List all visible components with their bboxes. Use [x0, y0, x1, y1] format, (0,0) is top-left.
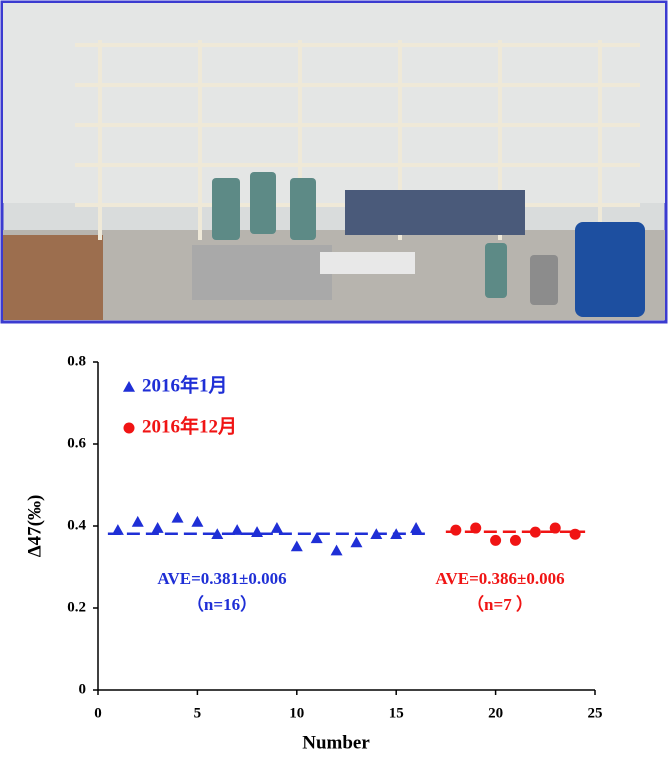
photo-cylinder — [250, 172, 276, 234]
y-tick-label: 0.2 — [67, 599, 86, 615]
legend-marker — [123, 422, 135, 434]
lab-photo — [0, 0, 668, 324]
data-point — [191, 515, 204, 527]
data-point — [310, 532, 323, 544]
legend-label: 2016年1月 — [142, 373, 228, 396]
y-axis-label: Δ47(‰) — [24, 495, 45, 558]
data-point — [211, 528, 224, 539]
x-tick-label: 0 — [94, 705, 102, 721]
data-point — [330, 544, 343, 556]
y-tick-label: 0.8 — [67, 353, 86, 369]
data-point — [549, 522, 561, 534]
photo-flask — [530, 255, 558, 305]
data-point — [171, 511, 184, 523]
data-point — [251, 526, 264, 537]
y-tick-label: 0.6 — [67, 435, 86, 451]
photo-flask — [485, 243, 507, 298]
data-point — [450, 524, 462, 536]
annotation: （n=16） — [187, 594, 257, 614]
annotation: AVE=0.381±0.006 — [157, 569, 286, 588]
photo-dewar — [575, 222, 645, 317]
x-tick-label: 25 — [588, 705, 603, 721]
photo-lab-jack — [192, 245, 332, 300]
data-point — [410, 522, 423, 533]
data-point — [509, 534, 521, 546]
data-point — [290, 540, 303, 552]
data-point — [270, 522, 283, 533]
annotation: （n=7 ） — [467, 594, 533, 614]
y-tick-label: 0 — [79, 681, 87, 697]
photo-instrument — [345, 190, 525, 235]
x-tick-label: 5 — [194, 705, 202, 721]
data-point — [131, 515, 144, 527]
y-tick-label: 0.4 — [67, 517, 86, 533]
annotation: AVE=0.386±0.006 — [435, 569, 564, 588]
data-point — [490, 534, 502, 546]
data-point — [370, 528, 383, 539]
photo-cylinder — [212, 178, 240, 240]
photo-floor — [3, 235, 103, 320]
data-point — [569, 528, 581, 540]
photo-rack — [75, 40, 640, 240]
photo-cylinder — [290, 178, 316, 240]
data-point — [529, 526, 541, 538]
photo-controller — [320, 252, 415, 274]
data-point — [151, 522, 164, 533]
data-point — [350, 536, 363, 548]
x-tick-label: 15 — [389, 705, 404, 721]
x-tick-label: 20 — [488, 705, 503, 721]
chart: Number Δ47(‰) 0 0.2 0.4 0.6 0.8 0 5 10 15 20 25 201… — [24, 353, 602, 753]
data-point — [390, 528, 403, 539]
data-point — [231, 524, 244, 535]
photo-wall — [3, 3, 665, 203]
legend-marker — [123, 381, 135, 392]
data-point — [470, 522, 482, 534]
legend-label: 2016年12月 — [142, 414, 237, 437]
x-tick-label: 10 — [289, 705, 304, 721]
data-point — [111, 524, 124, 535]
x-axis-label: Number — [302, 732, 370, 753]
